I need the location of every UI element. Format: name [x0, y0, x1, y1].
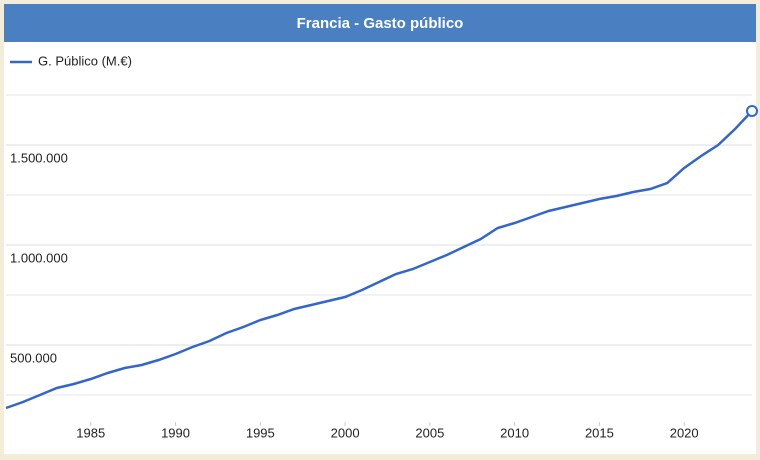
x-tick-label: 2005: [415, 425, 444, 440]
legend-label: G. Público (M.€): [38, 53, 132, 68]
x-tick-label: 1995: [246, 425, 275, 440]
series-line: [5, 110, 753, 410]
y-tick-label: 1.000.000: [10, 250, 68, 265]
x-tick-label: 2010: [500, 425, 529, 440]
y-tick-label: 500.000: [10, 350, 57, 365]
x-tick-label: 2020: [670, 425, 699, 440]
x-tick-label: 2000: [331, 425, 360, 440]
x-tick-label: 1990: [161, 425, 190, 440]
chart-area: [4, 4, 756, 454]
x-tick-label: 2015: [585, 425, 614, 440]
header: [4, 4, 756, 42]
end-marker: [746, 105, 758, 117]
chart-title: Francia - Gasto público: [297, 15, 464, 32]
x-tick-label: 1985: [76, 425, 105, 440]
y-tick-label: 1.500.000: [10, 150, 68, 165]
